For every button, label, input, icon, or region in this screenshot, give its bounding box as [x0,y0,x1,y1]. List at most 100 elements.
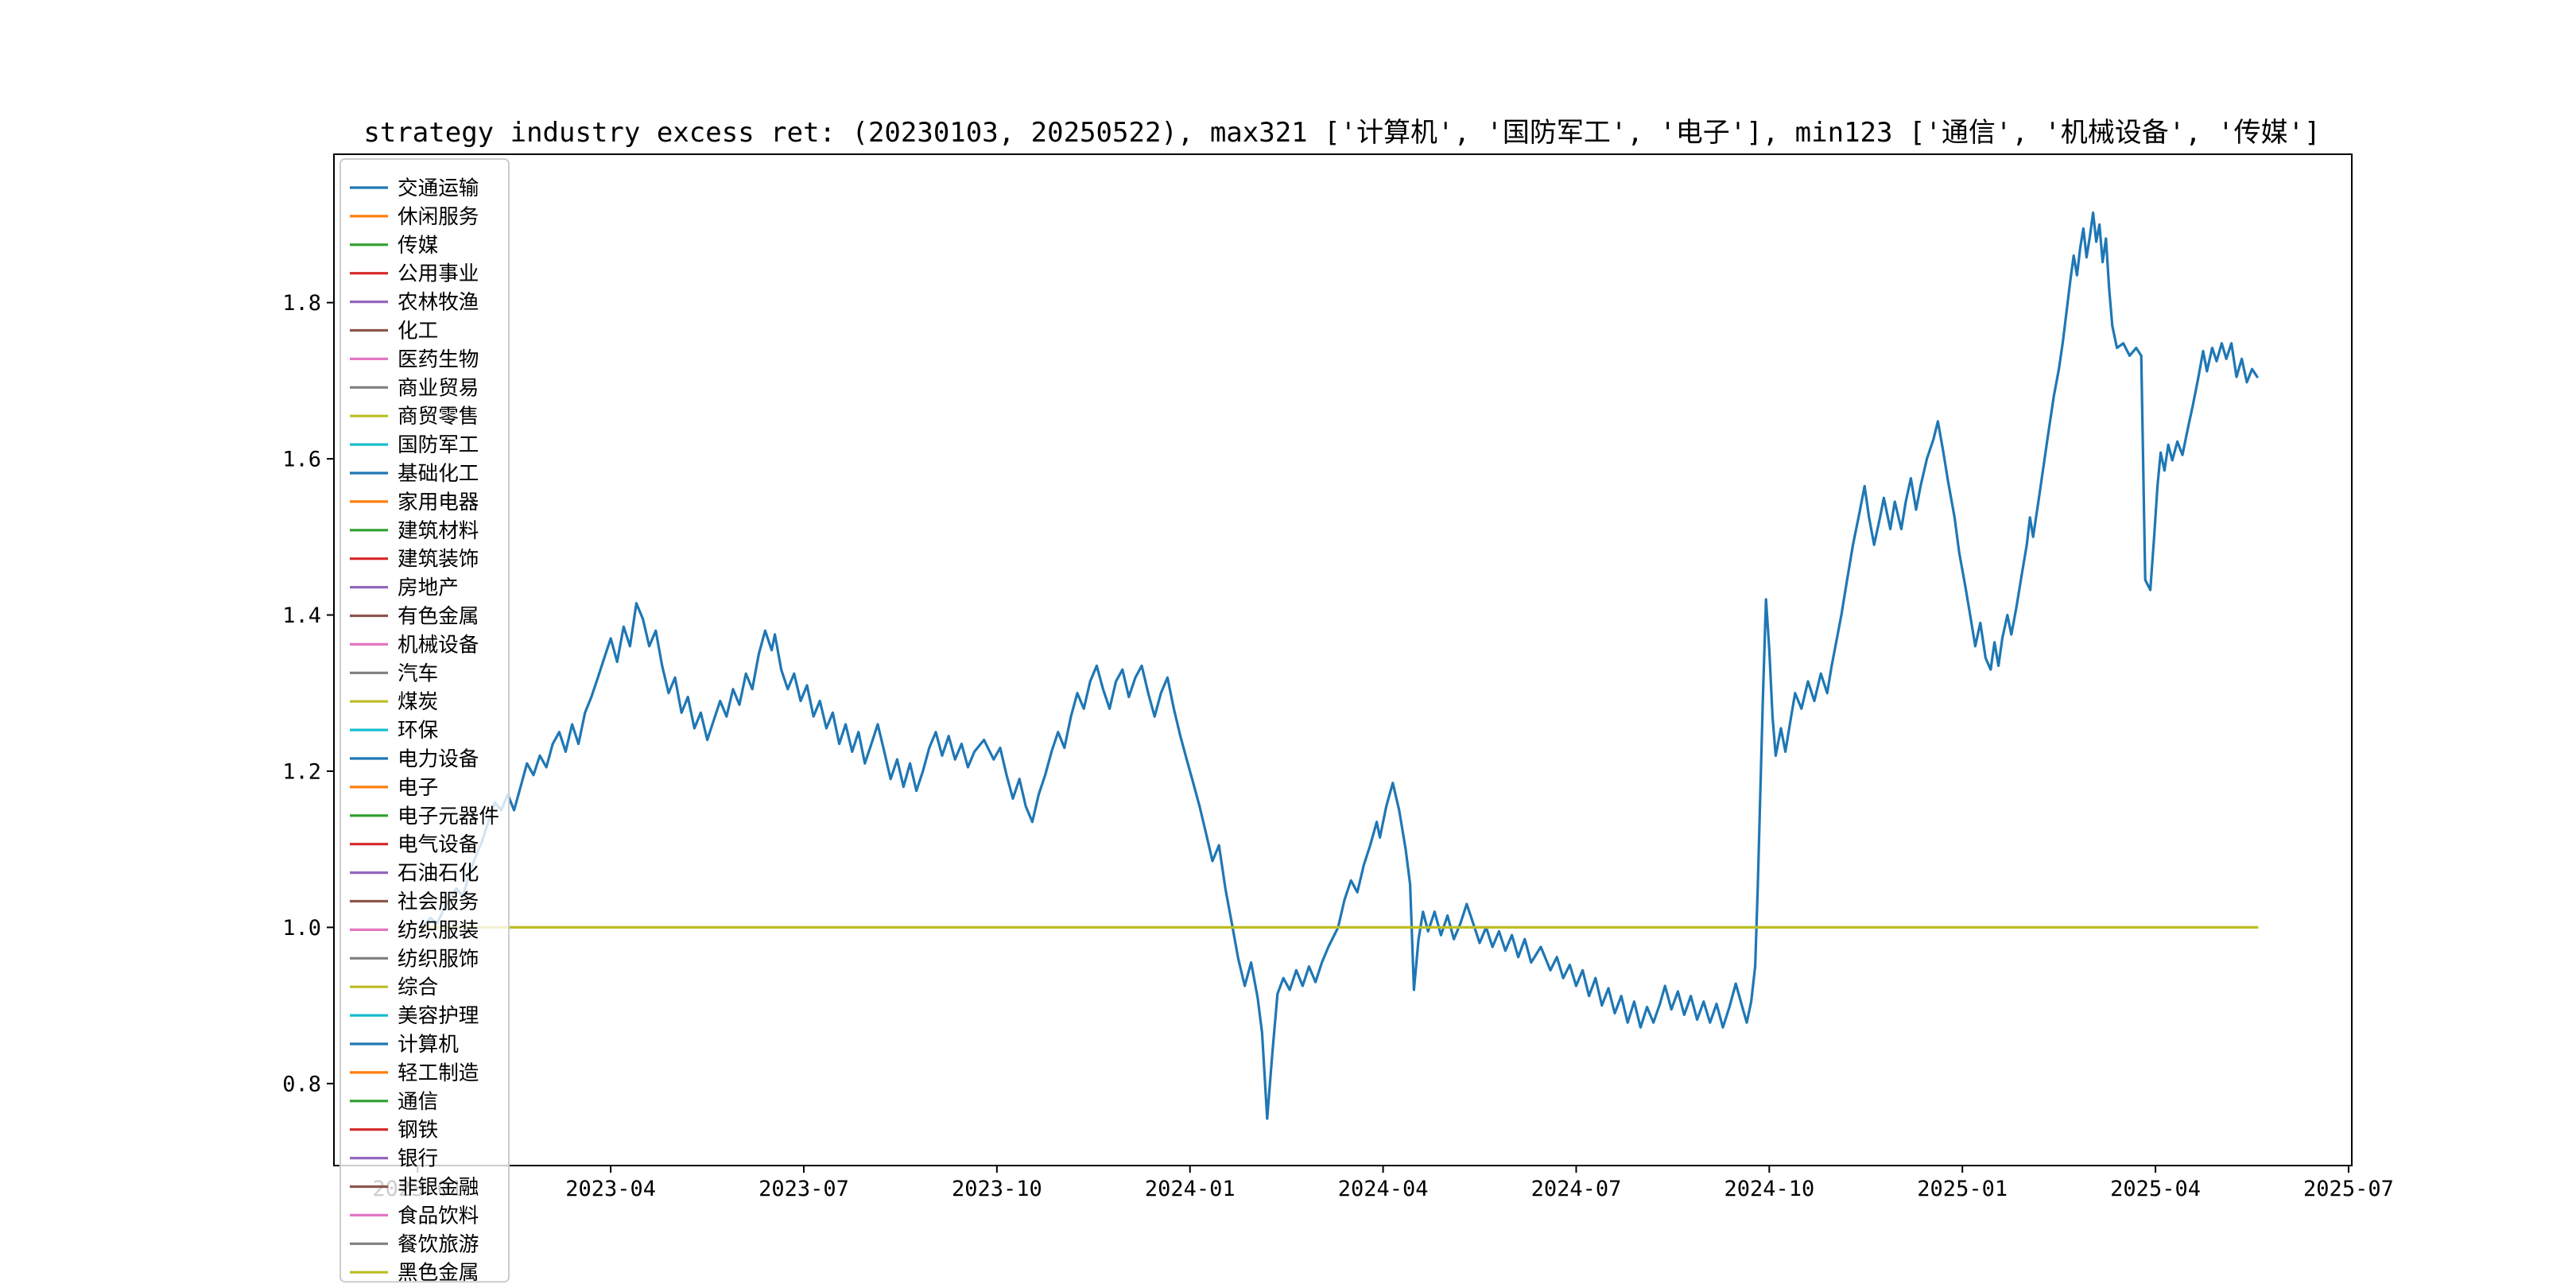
legend: 交通运输休闲服务传媒公用事业农林牧渔化工医药生物商业贸易商贸零售国防军工基础化工… [339,158,510,1285]
legend-label: 公用事业 [398,262,479,286]
x-tick-label: 2025-04 [2110,1177,2201,1201]
x-tick-label: 2025-01 [1917,1177,2008,1201]
y-tick-label: 1.6 [282,448,321,472]
legend-item: 休闲服务 [350,205,479,229]
legend-label: 机械设备 [398,633,479,657]
legend-item: 商贸零售 [350,405,479,429]
legend-label: 商贸零售 [398,405,479,429]
legend-item: 银行 [350,1147,438,1171]
legend-box [339,158,510,1283]
x-tick-label: 2023-04 [565,1177,656,1201]
legend-label: 环保 [398,719,439,743]
legend-label: 建筑材料 [398,519,479,543]
legend-item: 公用事业 [350,262,479,286]
legend-label: 家用电器 [398,491,479,514]
y-tick-label: 1.8 [282,291,321,316]
legend-item: 食品饮料 [350,1204,479,1228]
plot-border [333,153,2353,1166]
legend-label: 银行 [398,1147,438,1171]
legend-item: 钢铁 [350,1119,438,1143]
legend-label: 国防军工 [398,433,479,457]
legend-label: 通信 [398,1090,438,1114]
legend-label: 纺织服饰 [398,947,479,971]
legend-item: 有色金属 [350,605,479,629]
legend-label: 钢铁 [398,1119,438,1143]
x-tick-label: 2024-04 [1338,1177,1429,1201]
legend-label: 房地产 [398,576,459,600]
legend-label: 传媒 [398,234,438,258]
legend-label: 黑色金属 [398,1261,479,1285]
legend-item: 美容护理 [350,1004,479,1028]
x-tick-label: 2024-07 [1531,1177,1622,1201]
legend-item: 综合 [350,976,438,999]
legend-item: 机械设备 [350,633,479,657]
legend-item: 餐饮旅游 [350,1232,479,1256]
legend-label: 石油石化 [398,862,479,886]
y-tick-label: 0.8 [282,1072,321,1096]
legend-label: 餐饮旅游 [398,1232,479,1256]
legend-item: 电力设备 [350,747,479,771]
legend-label: 煤炭 [398,690,438,714]
legend-item: 基础化工 [350,462,479,486]
legend-item: 社会服务 [350,890,479,914]
legend-item: 电气设备 [350,833,479,857]
legend-item: 交通运输 [350,177,479,200]
legend-label: 基础化工 [398,462,479,486]
x-tick-label: 2023-10 [952,1177,1042,1201]
legend-label: 汽车 [398,661,438,685]
legend-label: 交通运输 [398,177,479,200]
legend-label: 美容护理 [398,1004,479,1028]
legend-label: 综合 [398,976,438,999]
legend-label: 有色金属 [398,605,479,629]
legend-label: 医药生物 [398,347,479,371]
legend-item: 电子元器件 [350,805,499,828]
legend-item: 化工 [350,320,438,343]
legend-item: 纺织服装 [350,918,479,942]
legend-label: 纺织服装 [398,918,479,942]
legend-item: 黑色金属 [350,1261,479,1285]
legend-item: 轻工制造 [350,1061,479,1085]
legend-item: 农林牧渔 [350,291,479,315]
y-tick-label: 1.4 [282,603,321,628]
legend-item: 商业贸易 [350,376,479,400]
legend-item: 家用电器 [350,491,479,514]
y-tick-label: 1.0 [282,916,321,941]
x-tick-label: 2024-01 [1145,1177,1236,1201]
legend-item: 国防军工 [350,433,479,457]
x-tick-label: 2025-07 [2303,1177,2394,1201]
legend-label: 食品饮料 [398,1204,479,1228]
legend-item: 非银金融 [350,1176,479,1200]
legend-item: 传媒 [350,234,438,258]
legend-label: 化工 [398,320,438,343]
series-strategy-excess-return [421,211,2259,1120]
legend-item: 环保 [350,719,439,743]
legend-label: 电子 [398,776,438,800]
x-tick-label: 2023-07 [758,1177,849,1201]
legend-label: 非银金融 [398,1176,479,1200]
legend-item: 汽车 [350,661,438,685]
legend-label: 商业贸易 [398,376,479,400]
legend-label: 电气设备 [398,833,479,857]
legend-label: 轻工制造 [398,1061,479,1085]
legend-item: 计算机 [350,1033,459,1057]
x-tick-label: 2024-10 [1724,1177,1814,1201]
legend-label: 休闲服务 [398,205,479,229]
legend-item: 石油石化 [350,862,479,886]
legend-item: 建筑材料 [350,519,479,543]
series-layer [421,211,2259,1120]
chart-title: strategy industry excess ret: (20230103,… [363,117,2320,149]
legend-item: 纺织服饰 [350,947,479,971]
legend-item: 电子 [350,776,438,800]
legend-item: 医药生物 [350,347,479,371]
legend-label: 电子元器件 [398,805,499,828]
legend-item: 通信 [350,1090,438,1114]
legend-label: 计算机 [398,1033,459,1057]
legend-item: 建筑装饰 [350,548,479,572]
legend-label: 社会服务 [398,890,479,914]
legend-label: 农林牧渔 [398,291,479,315]
y-tick-label: 1.2 [282,760,321,785]
legend-item: 煤炭 [350,690,438,714]
legend-label: 建筑装饰 [398,548,479,572]
